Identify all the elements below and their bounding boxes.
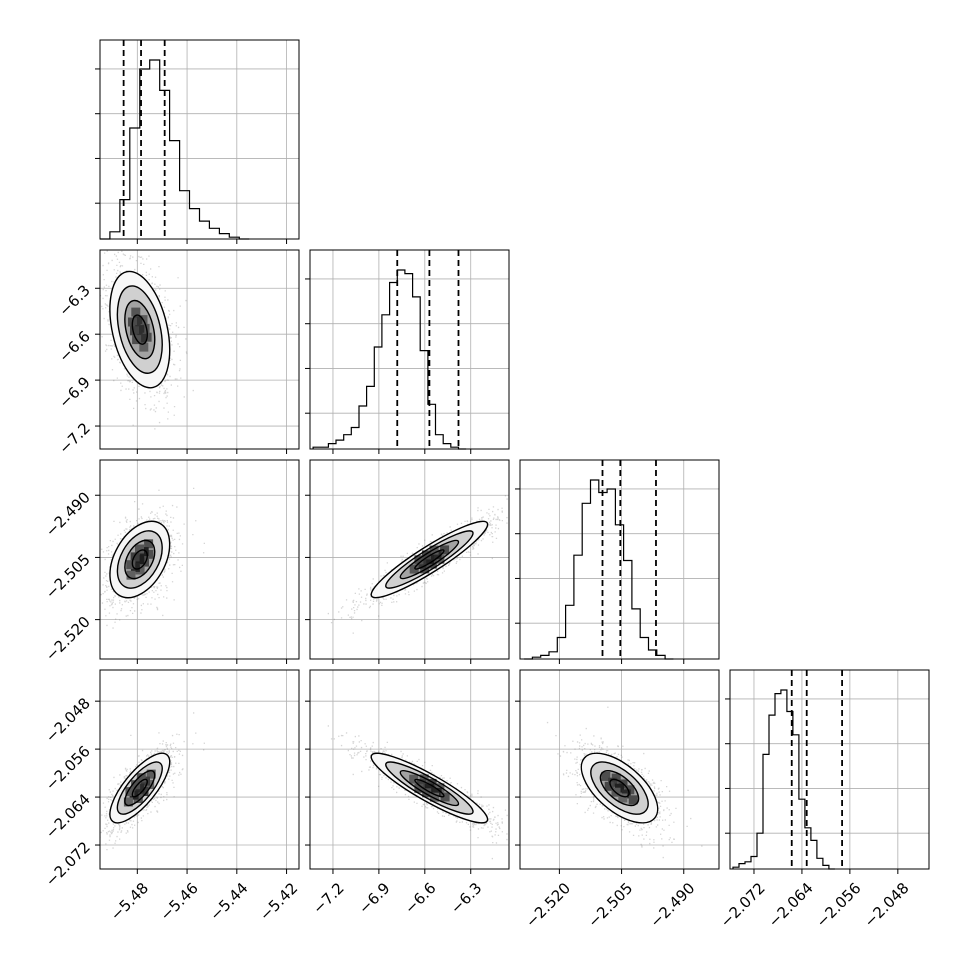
histogram-panel-1 bbox=[95, 39, 300, 244]
contour-line bbox=[399, 769, 460, 807]
histogram-step-1 bbox=[100, 59, 250, 240]
histogram-panel-2 bbox=[305, 249, 510, 454]
contour-line bbox=[385, 530, 474, 589]
x-tick-label: −6.6 bbox=[401, 879, 439, 917]
panel-frame bbox=[99, 459, 300, 660]
histogram-panel-4 bbox=[725, 669, 930, 874]
scatter-panel-1-2 bbox=[95, 249, 300, 454]
density-core bbox=[126, 539, 154, 580]
y-tick-label: −2.048 bbox=[42, 694, 94, 746]
contour-line bbox=[385, 761, 474, 815]
scatter-panel-2-4 bbox=[305, 669, 510, 874]
x-tick-label: −5.48 bbox=[107, 879, 152, 924]
x-tick-label: −2.520 bbox=[522, 879, 574, 931]
x-tick-label: −2.056 bbox=[813, 879, 865, 931]
y-tick-label: −6.3 bbox=[55, 281, 93, 319]
contour-line bbox=[609, 778, 630, 798]
y-tick-label: −2.520 bbox=[42, 613, 94, 665]
contour-line bbox=[599, 770, 640, 807]
panel-frame bbox=[309, 669, 510, 870]
x-tick-label: −2.064 bbox=[765, 879, 817, 931]
histogram-step-2 bbox=[312, 269, 467, 450]
x-tick-label: −6.9 bbox=[355, 879, 393, 917]
contour-line bbox=[116, 530, 163, 589]
contour-line bbox=[399, 539, 460, 580]
density-core bbox=[123, 769, 156, 807]
x-tick-label: −7.2 bbox=[309, 879, 347, 917]
panel-frame bbox=[99, 249, 300, 450]
y-tick-label: −6.6 bbox=[55, 327, 93, 365]
contour-line bbox=[131, 549, 148, 570]
contour-line bbox=[580, 752, 659, 824]
x-tick-label: −5.46 bbox=[157, 879, 202, 924]
panel-frame bbox=[519, 669, 720, 870]
histogram-step-4 bbox=[732, 689, 835, 870]
contour-line bbox=[124, 769, 156, 807]
contour-line bbox=[131, 314, 148, 345]
y-tick-label: −2.072 bbox=[42, 838, 94, 890]
panel-frame bbox=[729, 669, 930, 870]
y-tick-label: −2.064 bbox=[42, 790, 94, 842]
panel-frame bbox=[99, 669, 300, 870]
contour-line bbox=[414, 549, 445, 570]
x-tick-label: −2.072 bbox=[717, 879, 769, 931]
y-tick-label: −7.2 bbox=[55, 419, 93, 457]
contour-line bbox=[414, 778, 445, 798]
contour-line bbox=[116, 285, 163, 374]
contour-line bbox=[109, 270, 171, 389]
panel-frame bbox=[99, 39, 300, 240]
y-tick-label: −2.490 bbox=[42, 488, 94, 540]
x-tick-label: −2.505 bbox=[584, 879, 636, 931]
y-tick-label: −2.505 bbox=[42, 551, 94, 603]
x-tick-label: −5.42 bbox=[256, 879, 301, 924]
x-tick-label: −6.3 bbox=[447, 879, 485, 917]
density-core bbox=[409, 545, 450, 574]
panel-frame bbox=[309, 459, 510, 660]
x-tick-label: −2.490 bbox=[647, 879, 699, 931]
scatter-panel-1-4 bbox=[95, 669, 300, 874]
histogram-panel-3 bbox=[515, 459, 720, 664]
scatter-panel-3-4 bbox=[515, 669, 720, 874]
contour-line bbox=[116, 761, 163, 815]
contour-line bbox=[370, 520, 489, 599]
contour-line bbox=[109, 520, 171, 599]
panel-frame bbox=[309, 249, 510, 450]
contour-line bbox=[109, 752, 171, 824]
scatter-panel-1-3 bbox=[95, 459, 300, 664]
x-tick-label: −2.048 bbox=[861, 879, 913, 931]
density-core bbox=[409, 774, 450, 802]
contour-line bbox=[131, 778, 148, 798]
y-tick-label: −6.9 bbox=[55, 373, 93, 411]
contour-line bbox=[124, 299, 156, 360]
contour-line bbox=[590, 761, 649, 815]
panel-frame bbox=[519, 459, 720, 660]
x-tick-label: −5.44 bbox=[206, 879, 251, 924]
histogram-step-3 bbox=[524, 479, 674, 660]
contour-line bbox=[370, 752, 489, 824]
scatter-panel-2-3 bbox=[305, 459, 510, 664]
y-tick-label: −2.056 bbox=[42, 742, 94, 794]
contour-line bbox=[124, 539, 156, 580]
